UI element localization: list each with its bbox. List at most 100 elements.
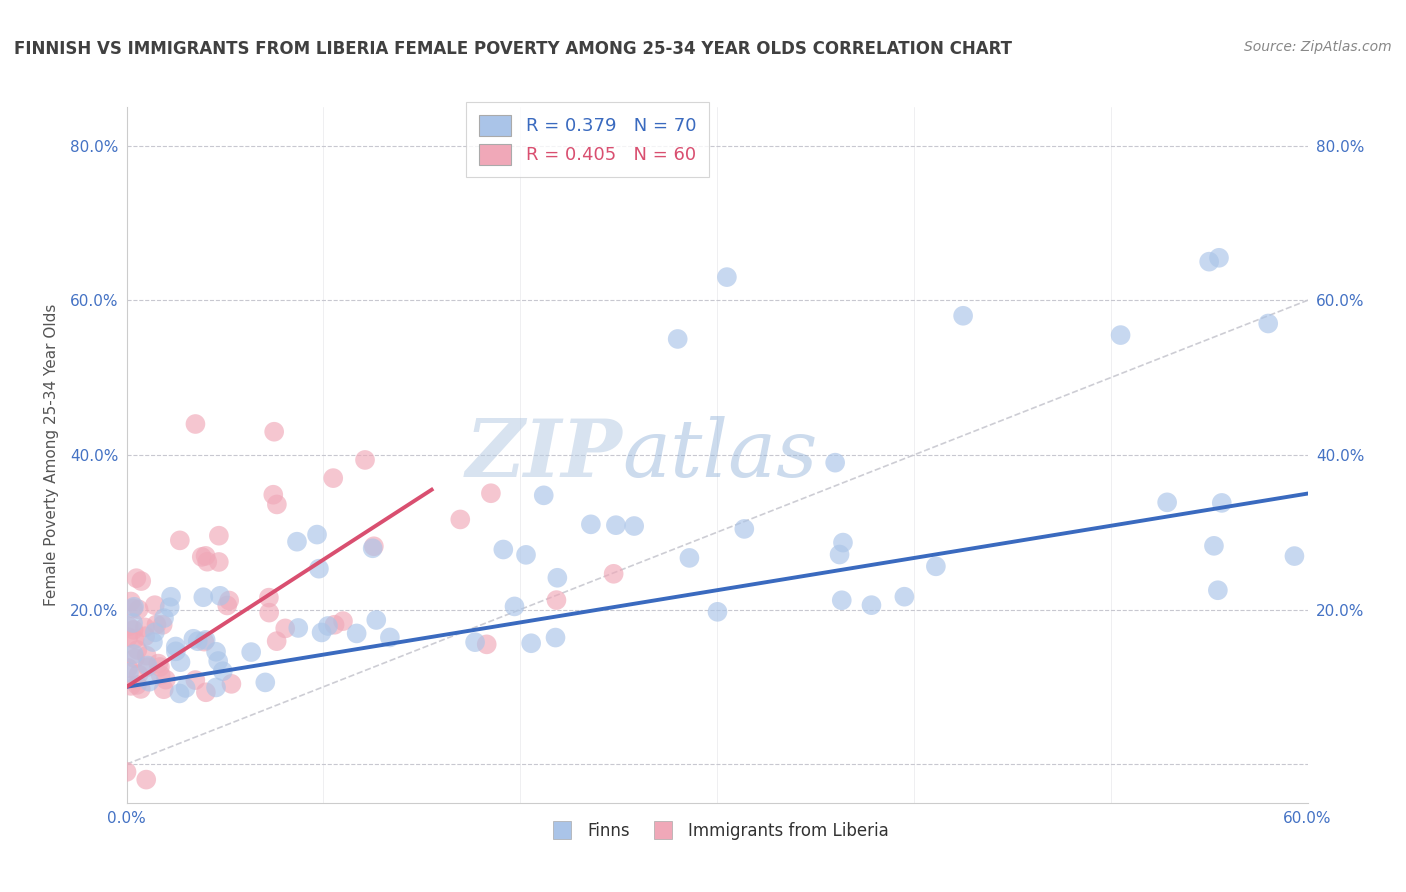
Point [211,664,233,678]
Point [361,541,384,556]
Point [169,686,191,700]
Point [169,655,191,669]
Point [129,574,152,588]
Point [174,681,197,695]
Point [134,620,156,634]
Point [125,678,148,692]
Point [143,598,166,612]
Text: Source: ZipAtlas.com: Source: ZipAtlas.com [1244,40,1392,54]
Point [1257,317,1279,331]
Point [254,675,277,690]
Point [716,270,738,285]
Point [122,623,145,637]
Point [832,535,855,549]
Point [193,634,215,648]
Point [159,600,181,615]
Point [332,614,354,628]
Legend: Finns, Immigrants from Liberia: Finns, Immigrants from Liberia [538,815,896,847]
Point [378,631,401,645]
Point [546,571,568,585]
Point [117,630,139,644]
Point [666,332,689,346]
Point [515,548,537,562]
Point [118,619,141,633]
Point [860,598,883,612]
Point [925,559,948,574]
Point [311,625,333,640]
Point [262,488,284,502]
Point [142,635,165,649]
Point [136,660,159,674]
Point [135,648,157,663]
Point [266,634,288,648]
Point [205,681,228,695]
Point [354,453,377,467]
Point [165,640,187,654]
Point [257,606,280,620]
Point [706,605,728,619]
Point [165,644,187,658]
Point [1208,251,1230,265]
Point [464,635,486,649]
Point [143,625,166,640]
Point [183,632,205,646]
Point [124,632,146,647]
Point [138,674,160,689]
Point [623,519,645,533]
Point [125,571,148,585]
Point [828,548,851,562]
Point [145,617,167,632]
Point [363,539,385,553]
Point [134,629,156,643]
Point [305,527,328,541]
Point [120,679,142,693]
Point [136,658,159,673]
Point [124,651,146,665]
Point [135,772,157,787]
Point [207,654,229,668]
Point [218,593,240,607]
Point [128,667,150,681]
Point [149,668,172,682]
Point [115,764,138,779]
Point [208,529,231,543]
Point [194,549,217,563]
Point [195,555,218,569]
Point [1211,496,1233,510]
Point [520,636,543,650]
Text: atlas: atlas [623,417,818,493]
Point [579,517,602,532]
Point [323,617,346,632]
Point [831,593,853,607]
Point [148,657,170,671]
Point [544,631,567,645]
Point [149,660,172,674]
Point [287,621,309,635]
Point [128,602,150,616]
Point [263,425,285,439]
Point [605,518,627,533]
Point [117,661,139,675]
Point [475,637,498,651]
Point [1109,328,1132,343]
Point [893,590,915,604]
Point [316,619,339,633]
Point [184,417,207,431]
Point [184,673,207,687]
Point [160,590,183,604]
Point [209,589,232,603]
Text: FINNISH VS IMMIGRANTS FROM LIBERIA FEMALE POVERTY AMONG 25-34 YEAR OLDS CORRELAT: FINNISH VS IMMIGRANTS FROM LIBERIA FEMAL… [14,40,1012,58]
Point [122,615,145,630]
Point [1206,583,1229,598]
Point [221,677,243,691]
Point [120,594,142,608]
Point [1156,495,1178,509]
Point [194,685,217,699]
Point [533,488,555,502]
Point [169,533,191,548]
Point [127,643,149,657]
Point [308,562,330,576]
Point [191,549,214,564]
Point [122,601,145,615]
Point [952,309,974,323]
